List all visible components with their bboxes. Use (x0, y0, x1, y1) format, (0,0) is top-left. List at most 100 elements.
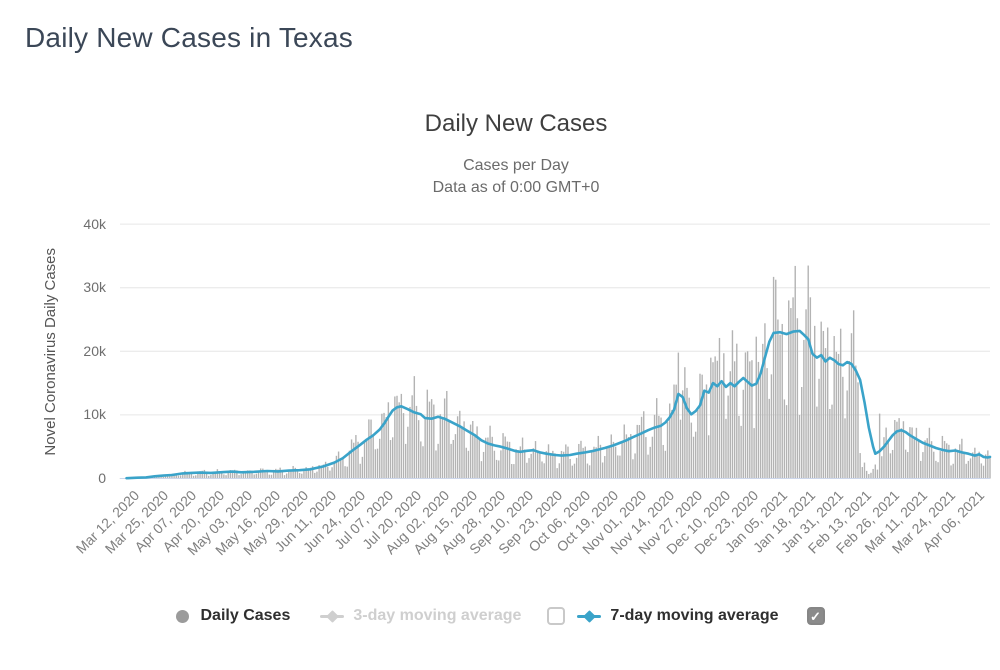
daily-cases-bar (772, 276, 775, 479)
daily-cases-bar (394, 396, 396, 479)
daily-cases-bar (502, 433, 504, 479)
daily-cases-bar (229, 470, 232, 479)
daily-cases-bar (699, 373, 701, 479)
daily-cases-bar (669, 403, 671, 479)
daily-cases-bar (974, 447, 976, 479)
daily-cases-bar (753, 428, 755, 479)
daily-cases-bar (630, 434, 632, 479)
daily-cases-bar (621, 441, 623, 479)
daily-cases-bar (238, 475, 240, 479)
daily-cases-bar (281, 470, 284, 479)
daily-cases-bar (366, 440, 368, 479)
checkbox-3-day-moving-average[interactable] (547, 607, 566, 625)
daily-cases-bar (967, 460, 970, 479)
daily-cases-bar (839, 328, 842, 479)
daily-cases-bar (740, 425, 742, 479)
daily-cases-bar (532, 448, 535, 479)
daily-cases-bar (459, 410, 461, 479)
daily-cases-bar (831, 404, 833, 479)
gridlines (120, 223, 990, 416)
daily-cases-bar (305, 467, 307, 479)
daily-cases-bar (285, 473, 288, 479)
daily-cases-bar (549, 452, 552, 479)
daily-cases-bar (963, 452, 965, 479)
daily-cases-bar (604, 456, 606, 479)
daily-cases-bar (348, 450, 351, 479)
daily-cases-bar (803, 339, 805, 479)
daily-cases-bar (664, 450, 667, 479)
daily-cases-bar (911, 427, 913, 479)
daily-cases-bar (902, 421, 905, 479)
daily-cases-bar (197, 471, 199, 479)
daily-cases-bar (363, 441, 366, 479)
daily-cases-bar (322, 464, 325, 479)
daily-cases-bar (292, 465, 294, 479)
legend-label-daily-cases: Daily Cases (200, 607, 291, 624)
daily-cases-bar (355, 435, 357, 479)
daily-cases-bar (850, 333, 853, 479)
daily-cases-bar (398, 402, 400, 479)
daily-cases-bar (733, 361, 736, 479)
daily-cases-bar (716, 360, 719, 479)
daily-cases-bar (329, 470, 331, 479)
daily-cases-bar (420, 441, 422, 479)
daily-cases-bar (182, 473, 184, 479)
daily-cases-bar (324, 461, 327, 479)
legend-item-daily-cases[interactable]: Daily Cases (175, 607, 291, 625)
daily-cases-bar (978, 451, 980, 479)
daily-cases-bar (383, 412, 385, 479)
daily-cases-bar (694, 431, 697, 479)
legend-label-3-day-moving-average: 3-day moving average (353, 607, 522, 624)
daily-cases-bar (309, 467, 312, 479)
daily-cases-bar (876, 469, 879, 479)
daily-cases-bar (762, 343, 764, 479)
daily-cases-bar (422, 446, 424, 479)
daily-cases-bar (595, 447, 597, 479)
daily-cases-bar (779, 334, 781, 479)
daily-cases-bar (584, 446, 586, 479)
daily-cases-bar (759, 374, 762, 479)
daily-cases-bar (723, 353, 725, 479)
checkbox-7-day-moving-average[interactable]: ✓ (806, 607, 825, 625)
daily-cases-bar (861, 467, 864, 479)
daily-cases-bar (277, 469, 279, 479)
daily-cases-bar (387, 402, 390, 479)
daily-cases-bar (231, 471, 234, 479)
daily-cases-bar (656, 398, 658, 479)
daily-cases-bar (915, 427, 918, 479)
daily-cases-bar (575, 457, 578, 479)
daily-cases-bar (865, 470, 868, 479)
daily-cases-bar (166, 475, 169, 479)
daily-cases-bar (526, 462, 528, 479)
daily-cases-bar (783, 399, 786, 479)
daily-cases-bar (456, 416, 459, 479)
daily-cases-bar (569, 458, 571, 479)
legend-item-7-day-moving-average[interactable]: 7-day moving average (577, 607, 779, 625)
daily-cases-bar (653, 414, 656, 479)
daily-cases-bar (249, 470, 251, 479)
daily-cases-bar (900, 428, 902, 479)
daily-cases-bar (476, 426, 478, 479)
daily-cases-bar (976, 454, 978, 479)
daily-cases-bar (223, 474, 225, 479)
daily-cases-bar (917, 441, 920, 479)
legend-item-3-day-moving-average[interactable]: 3-day moving average (320, 607, 521, 625)
diamond-line-marker-icon (577, 609, 602, 623)
daily-cases-bar (164, 476, 167, 479)
daily-cases-bar (409, 406, 411, 479)
daily-cases-bar (272, 469, 275, 479)
daily-cases-bar (822, 330, 825, 479)
daily-cases-bar (742, 389, 744, 479)
daily-cases-bar (651, 436, 654, 479)
daily-cases-bar (725, 418, 727, 479)
daily-cases-bar (177, 475, 180, 479)
daily-cases-bar (268, 474, 271, 479)
daily-cases-bar (547, 444, 550, 479)
daily-cases-bar (617, 455, 619, 479)
daily-cases-bar (649, 446, 651, 479)
daily-cases-bar (632, 459, 634, 479)
daily-cases-bar (290, 470, 292, 479)
daily-cases-bar (443, 398, 446, 479)
